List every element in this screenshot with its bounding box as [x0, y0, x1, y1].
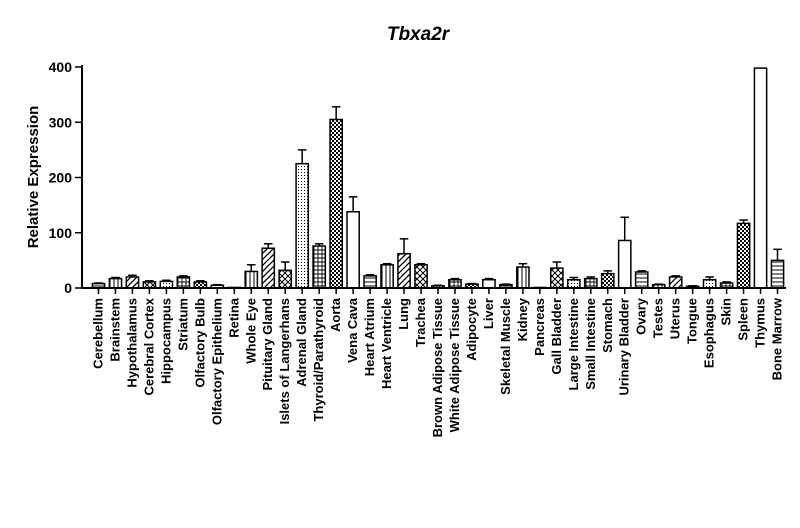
bar — [448, 278, 462, 289]
y-tick-label: 0 — [64, 280, 72, 296]
category-label: Heart Ventricle — [379, 298, 394, 389]
bar — [617, 239, 632, 289]
bar — [261, 247, 276, 289]
category-label: Aorta — [328, 297, 343, 332]
bar — [583, 277, 598, 289]
category-label: Islets of Langerhans — [277, 298, 292, 424]
category-label: Olfactory Bulb — [192, 298, 207, 388]
category-label: Tongue — [685, 298, 700, 344]
bar — [753, 67, 768, 289]
x-axis — [82, 287, 786, 294]
category-label: Skin — [719, 298, 734, 326]
y-tick-label: 300 — [49, 114, 73, 130]
category-label: Urinary Bladder — [617, 298, 632, 396]
category-label: Spleen — [736, 298, 751, 341]
category-label: Skeletal Muscle — [498, 298, 513, 395]
category-label: Liver — [481, 298, 496, 329]
category-label: Trachea — [413, 297, 428, 347]
bar — [600, 272, 615, 289]
category-label: Uterus — [668, 298, 683, 339]
bar — [668, 276, 683, 289]
category-label: Heart Atrium — [362, 298, 377, 376]
y-axis: 0 100 200 300 400 — [49, 59, 83, 296]
bar — [770, 259, 785, 289]
category-label: Cerebral Cortex — [141, 297, 156, 395]
bar — [108, 277, 123, 289]
bar — [244, 270, 259, 289]
category-label: Small Intestine — [583, 298, 598, 390]
bar — [414, 264, 428, 289]
category-label: Hippocampus — [158, 298, 173, 384]
bars — [91, 67, 785, 289]
bar — [312, 245, 327, 289]
bar — [736, 222, 751, 289]
category-label: Retina — [226, 297, 241, 338]
bar — [566, 278, 581, 289]
bar — [278, 269, 293, 289]
category-label: Pituitary Gland — [260, 298, 275, 391]
bar — [295, 162, 310, 289]
category-label: Pancreas — [532, 298, 547, 356]
bar — [363, 275, 377, 289]
category-label: Bone Marrow — [770, 297, 785, 380]
category-label: Striatum — [175, 298, 190, 351]
category-label: Adipocyte — [464, 298, 479, 361]
category-label: Vena Cava — [345, 297, 360, 363]
y-tick-label: 200 — [49, 170, 73, 186]
bar — [329, 118, 344, 289]
category-label: Testes — [651, 298, 666, 338]
category-label: Esophagus — [702, 298, 717, 368]
bar — [702, 278, 717, 289]
bar — [346, 211, 360, 289]
bar — [549, 267, 564, 289]
bar — [482, 278, 496, 289]
bar — [397, 252, 411, 289]
category-label: Thyroid/Parathyroid — [311, 298, 326, 422]
y-axis-label: Relative Expression — [25, 106, 42, 249]
category-label: Brown Adipose Tissue — [430, 298, 445, 437]
category-label: Ovary — [634, 297, 649, 335]
bar — [634, 271, 649, 289]
category-label: Lung — [396, 298, 411, 330]
y-tick-label: 400 — [49, 59, 73, 75]
bar — [125, 276, 140, 289]
category-label: Whole Eye — [243, 298, 258, 364]
bar — [380, 264, 394, 289]
category-label: Adrenal Gland — [294, 298, 309, 387]
category-label: White Adipose Tissue — [447, 298, 462, 432]
category-label: Thymus — [753, 298, 768, 348]
category-label: Hypothalamus — [124, 298, 139, 388]
category-label: Olfactory Epithelium — [209, 298, 224, 425]
bar — [516, 266, 530, 289]
category-label: Stomach — [600, 298, 615, 353]
category-label: Large Intestine — [566, 298, 581, 390]
y-tick-label: 100 — [49, 225, 73, 241]
category-label: Gall Bladder — [549, 298, 564, 375]
category-label: Kidney — [515, 297, 530, 341]
category-label: Cerebellum — [90, 298, 105, 369]
bar — [176, 276, 191, 289]
category-label: Brainstem — [107, 298, 122, 362]
chart-title: Tbxa2r — [387, 24, 451, 45]
category-labels: Cerebellum Brainstem Hypothalamus Cerebral … — [90, 297, 784, 437]
